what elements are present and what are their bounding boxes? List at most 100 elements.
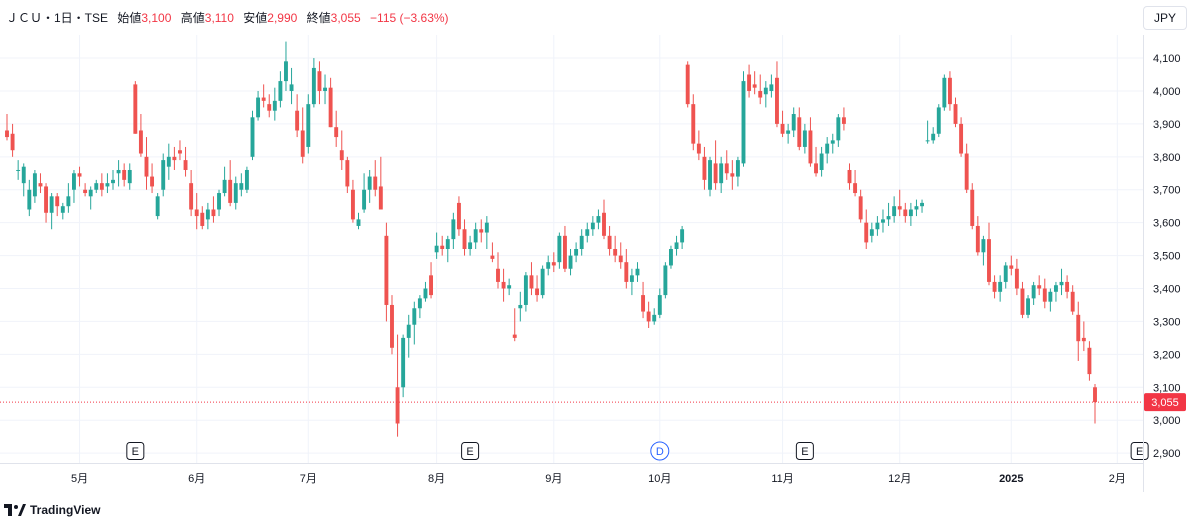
candle-body bbox=[908, 209, 913, 217]
candle-body bbox=[814, 163, 818, 174]
candle bbox=[512, 308, 517, 342]
candle-body bbox=[590, 222, 595, 230]
candle-body bbox=[763, 87, 768, 95]
candle bbox=[406, 314, 411, 358]
candle bbox=[814, 146, 818, 177]
candle bbox=[579, 229, 584, 256]
candle-body bbox=[49, 196, 54, 213]
candle-body bbox=[378, 186, 383, 210]
y-tick-label: 2,900 bbox=[1153, 448, 1181, 460]
candle bbox=[345, 156, 350, 194]
candle bbox=[44, 183, 49, 223]
candle bbox=[841, 107, 846, 131]
candle bbox=[267, 94, 272, 118]
candle-body bbox=[775, 77, 779, 124]
candle-body bbox=[490, 255, 495, 259]
candle bbox=[5, 114, 9, 141]
candle-body bbox=[384, 235, 389, 305]
candle bbox=[244, 166, 249, 194]
x-tick-label: 8月 bbox=[428, 473, 445, 485]
chart-grid bbox=[0, 35, 1143, 463]
candle bbox=[763, 81, 768, 108]
candle bbox=[490, 242, 495, 263]
candle bbox=[250, 110, 255, 161]
candle-body bbox=[367, 176, 372, 190]
price-axis[interactable]: 2,900 3,000 3,100 3,200 3,300 3,400 3,500 3,600… bbox=[1153, 53, 1181, 460]
candle bbox=[925, 120, 930, 144]
candle bbox=[116, 160, 121, 187]
candle bbox=[719, 156, 724, 194]
candle-body bbox=[1020, 288, 1025, 315]
tradingview-logo[interactable]: TradingView bbox=[4, 502, 100, 517]
candle bbox=[975, 216, 980, 256]
candle bbox=[94, 179, 99, 194]
candle-body bbox=[596, 216, 601, 223]
candle-body bbox=[205, 209, 210, 220]
candle-body bbox=[228, 179, 233, 203]
high-value: 3,110 bbox=[204, 11, 234, 25]
earnings-marker[interactable]: E bbox=[1130, 442, 1149, 460]
candle-body bbox=[674, 242, 679, 249]
candle-body bbox=[323, 87, 327, 91]
candles bbox=[5, 41, 1097, 437]
candle bbox=[735, 156, 740, 187]
candle bbox=[685, 61, 690, 108]
time-axis[interactable]: 5月6月7月8月9月10月11月12月20252月3月4月 bbox=[71, 473, 1200, 485]
candle bbox=[557, 232, 562, 269]
candle-body bbox=[244, 169, 249, 190]
candle-body bbox=[155, 196, 160, 217]
candle-body bbox=[685, 64, 690, 105]
candle bbox=[780, 110, 785, 138]
earnings-marker[interactable]: E bbox=[126, 442, 145, 460]
candle-body bbox=[217, 193, 221, 210]
candle bbox=[529, 262, 534, 296]
candle-body bbox=[261, 97, 266, 101]
candle-body bbox=[602, 212, 606, 236]
candle-body bbox=[66, 196, 71, 207]
candle-body bbox=[55, 196, 60, 207]
candle-body bbox=[406, 324, 411, 338]
candle-body bbox=[440, 245, 445, 249]
candle-body bbox=[618, 255, 623, 263]
tradingview-logo-icon bbox=[4, 503, 26, 516]
candle-body bbox=[88, 189, 93, 197]
x-tick-label: 6月 bbox=[188, 473, 205, 485]
dividend-marker-label: D bbox=[656, 446, 664, 458]
dividend-marker[interactable]: D bbox=[650, 441, 670, 461]
candle-body bbox=[99, 183, 104, 190]
candle bbox=[903, 202, 908, 223]
candle bbox=[629, 268, 634, 296]
candle bbox=[802, 123, 807, 154]
candle bbox=[417, 295, 422, 319]
candle bbox=[423, 281, 428, 302]
candle-body bbox=[127, 169, 132, 184]
symbol-title[interactable]: ＪＣＵ・1日・TSE bbox=[6, 11, 109, 25]
candle-body bbox=[116, 169, 121, 174]
x-tick-label: 12月 bbox=[888, 473, 911, 485]
candle bbox=[183, 146, 188, 177]
candle bbox=[998, 275, 1003, 302]
candle-body bbox=[451, 219, 456, 240]
candle-body bbox=[936, 107, 941, 134]
candle-body bbox=[987, 239, 991, 282]
earnings-marker[interactable]: E bbox=[461, 442, 480, 460]
candle-body bbox=[183, 160, 188, 170]
candle-body bbox=[1042, 288, 1047, 302]
candle-body bbox=[680, 229, 685, 243]
candle bbox=[892, 196, 897, 223]
candle bbox=[959, 117, 964, 157]
candle-body bbox=[892, 206, 897, 217]
candle bbox=[306, 94, 311, 154]
currency-button[interactable]: JPY bbox=[1143, 6, 1187, 30]
candle bbox=[562, 225, 567, 273]
earnings-marker[interactable]: E bbox=[795, 442, 814, 460]
candle bbox=[189, 169, 194, 217]
candle-body bbox=[161, 160, 166, 190]
candle bbox=[172, 146, 177, 170]
candle-body bbox=[629, 275, 634, 282]
candle-body bbox=[345, 160, 350, 187]
candle bbox=[21, 163, 26, 197]
candle-body bbox=[267, 104, 272, 111]
candle bbox=[217, 189, 221, 217]
